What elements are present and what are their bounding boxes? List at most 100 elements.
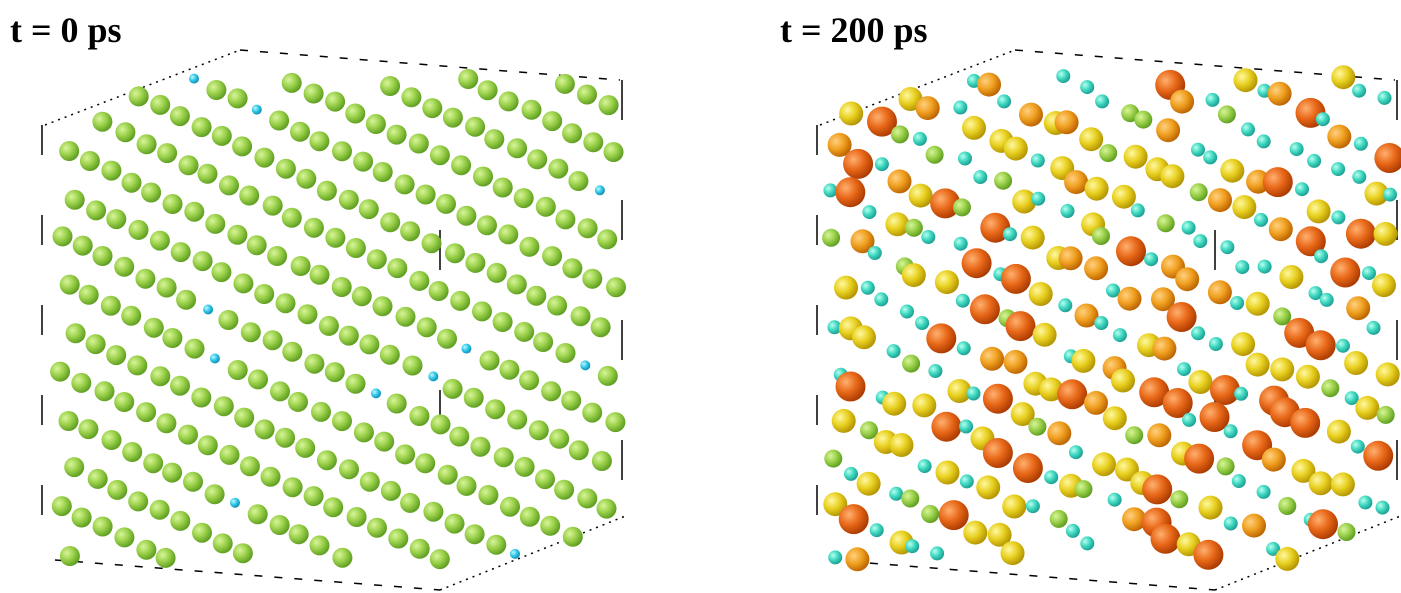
atom — [888, 169, 912, 193]
atom — [136, 402, 156, 422]
atom — [533, 332, 553, 352]
atom — [339, 190, 359, 210]
atom — [1346, 219, 1376, 249]
atom — [1246, 292, 1270, 316]
atom — [595, 185, 605, 195]
atom — [1080, 80, 1094, 94]
atom — [1182, 413, 1196, 427]
atom — [1144, 252, 1158, 266]
atom — [890, 433, 914, 457]
atom — [373, 296, 393, 316]
atom — [157, 143, 177, 163]
atom — [189, 74, 199, 84]
atom — [1242, 514, 1266, 538]
atom — [1111, 369, 1135, 393]
atom — [905, 219, 923, 237]
atom — [143, 453, 163, 473]
atom — [1191, 143, 1205, 157]
atom — [1352, 170, 1366, 184]
atom — [101, 296, 121, 316]
atom — [1184, 444, 1214, 474]
atom — [107, 480, 127, 500]
atom — [832, 409, 856, 433]
atom — [1246, 353, 1270, 377]
atom — [1331, 210, 1345, 224]
atom — [205, 484, 225, 504]
atom — [381, 481, 401, 501]
atom — [423, 502, 443, 522]
atom — [930, 546, 944, 560]
atom — [1355, 396, 1379, 420]
atom — [931, 412, 961, 442]
atom — [599, 95, 619, 115]
atom — [554, 480, 574, 500]
atom — [1058, 298, 1072, 312]
atom — [935, 270, 959, 294]
atom — [267, 246, 287, 266]
atom — [843, 149, 873, 179]
atom — [162, 463, 182, 483]
atom — [962, 248, 992, 278]
atom — [921, 230, 935, 244]
atom — [823, 183, 837, 197]
atom — [156, 548, 176, 568]
atom — [499, 360, 519, 380]
atom — [122, 173, 142, 193]
atom — [957, 341, 971, 355]
atom — [102, 430, 122, 450]
atom — [1056, 69, 1070, 83]
atom — [310, 265, 330, 285]
atom — [430, 549, 450, 569]
atom — [395, 444, 415, 464]
atom — [891, 125, 909, 143]
atom — [1033, 323, 1057, 347]
atom — [353, 152, 373, 172]
atom — [345, 104, 365, 124]
atom — [542, 246, 562, 266]
atom — [129, 86, 149, 106]
atom — [465, 524, 485, 544]
atom — [973, 170, 987, 184]
atom — [1374, 143, 1401, 173]
atom — [1125, 426, 1143, 444]
atom — [514, 322, 534, 342]
atom — [254, 284, 274, 304]
atom — [1177, 362, 1191, 376]
atom — [583, 132, 603, 152]
atom — [963, 521, 987, 545]
atom — [403, 356, 423, 376]
atom — [1331, 472, 1355, 496]
atom — [953, 198, 971, 216]
atom — [519, 237, 539, 257]
atom — [191, 388, 211, 408]
atom — [346, 238, 366, 258]
atom — [954, 237, 968, 251]
atom — [577, 85, 597, 105]
atom — [526, 286, 546, 306]
atom — [232, 136, 252, 156]
atom — [485, 399, 505, 419]
atom — [1351, 440, 1365, 454]
atom — [484, 129, 504, 149]
atom — [1378, 91, 1392, 105]
atom — [912, 393, 936, 417]
atom — [1224, 424, 1238, 438]
atom — [1028, 418, 1046, 436]
atom — [359, 334, 379, 354]
atom — [836, 372, 866, 402]
atom — [396, 307, 416, 327]
atom — [1160, 164, 1184, 188]
atom — [450, 291, 470, 311]
atom — [835, 177, 865, 207]
atom — [310, 535, 330, 555]
atom — [994, 172, 1012, 190]
atom — [465, 117, 485, 137]
atom — [901, 490, 919, 508]
atom — [1006, 311, 1036, 341]
atom — [1134, 111, 1152, 129]
atom — [291, 256, 311, 276]
atom — [1004, 137, 1028, 161]
atom — [228, 88, 248, 108]
atom — [431, 414, 451, 434]
atom — [983, 438, 1013, 468]
